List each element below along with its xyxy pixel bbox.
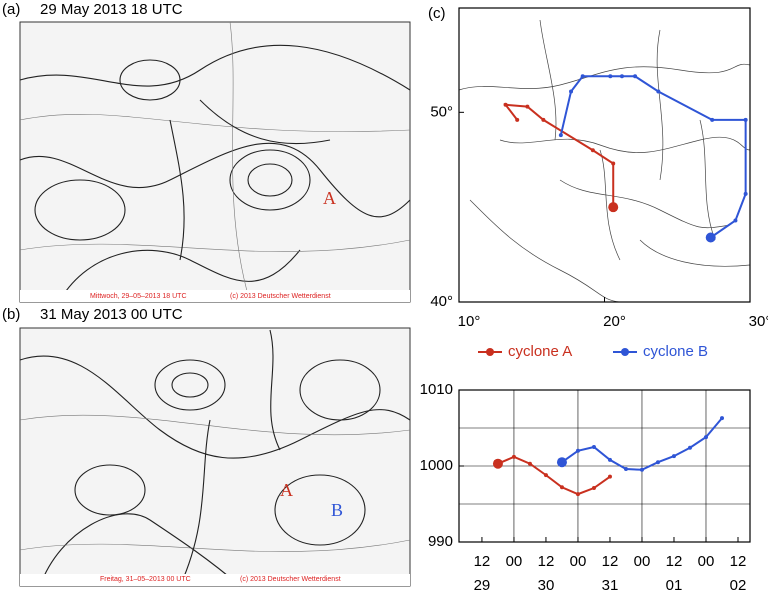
pressure-point [671, 454, 676, 459]
track-point [590, 148, 595, 153]
x-date-label: 30 [538, 577, 555, 594]
x-date-label: 02 [730, 577, 747, 594]
track-point [656, 89, 661, 94]
cyclone-marker: B [331, 500, 343, 520]
track-point [541, 117, 546, 122]
plot-frame [458, 7, 751, 303]
panel-label: (c) [428, 5, 446, 22]
map-caption: Freitag, 31–05–2013 00 UTC [100, 576, 191, 583]
x-tick-label: 10° [458, 313, 481, 330]
track-point [569, 89, 574, 94]
legend-label: cyclone B [643, 343, 708, 360]
x-tick-label: 20° [603, 313, 626, 330]
pressure-point [575, 448, 580, 453]
pressure-point [623, 467, 628, 472]
track-point [710, 117, 715, 122]
x-tick-label: 12 [538, 553, 555, 570]
x-date-label: 31 [602, 577, 619, 594]
x-tick-label: 00 [506, 553, 523, 570]
pressure-point [591, 445, 596, 449]
track-point [608, 202, 619, 213]
weather-map [19, 21, 411, 303]
y-tick-label: 990 [428, 533, 453, 550]
cyclone-marker: A [280, 480, 293, 500]
track-point [580, 74, 585, 79]
track-point [611, 161, 616, 166]
pressure-point [575, 492, 580, 497]
x-tick-label: 12 [602, 553, 619, 570]
panel-label: (b) [2, 306, 20, 323]
x-date-label: 29 [474, 577, 491, 594]
pressure-point [511, 454, 516, 459]
track-line [503, 103, 615, 208]
map-credit: (c) 2013 Deutscher Wetterdienst [230, 293, 331, 300]
legend-label: cyclone A [508, 343, 572, 360]
pressure-point [703, 435, 708, 440]
map-credit: (c) 2013 Deutscher Wetterdienst [240, 576, 341, 583]
pressure-point [719, 416, 724, 421]
legend-swatch [486, 348, 494, 356]
track-point [525, 104, 530, 109]
x-tick-label: 12 [730, 553, 747, 570]
legend-swatch [621, 348, 629, 356]
y-tick-label: 1010 [420, 381, 453, 398]
pressure-point [655, 460, 660, 465]
track-line [559, 75, 747, 239]
pressure-point [687, 445, 692, 450]
track-point [619, 74, 624, 79]
track-point [515, 117, 520, 122]
y-tick-label: 1000 [420, 457, 453, 474]
track-point [743, 117, 748, 122]
pressure-point [591, 486, 596, 491]
pressure-point [527, 461, 532, 466]
track-point [558, 133, 563, 138]
pressure-point [559, 485, 564, 490]
weather-map [19, 327, 411, 587]
pressure-point [607, 457, 612, 462]
map-caption: Mittwoch, 29–05–2013 18 UTC [90, 293, 187, 300]
track-point [503, 102, 508, 107]
country-borders [458, 19, 751, 303]
x-tick-label: 12 [666, 553, 683, 570]
x-date-label: 01 [666, 577, 683, 594]
y-tick-label: 40° [430, 293, 453, 310]
x-tick-label: 00 [634, 553, 651, 570]
y-tick-label: 50° [430, 103, 453, 120]
track-point [608, 74, 613, 79]
panel-title: 29 May 2013 18 UTC [40, 1, 183, 18]
pressure-point [492, 458, 503, 469]
track-point [633, 74, 638, 79]
x-tick-label: 30° [749, 313, 768, 330]
x-tick-label: 12 [474, 553, 491, 570]
track-point [743, 191, 748, 196]
pressure-line [497, 455, 611, 496]
x-tick-label: 00 [570, 553, 587, 570]
cyclone-marker: A [323, 188, 336, 208]
track-point [733, 218, 738, 223]
track-point [705, 232, 716, 243]
panel-label: (a) [2, 1, 20, 18]
x-tick-label: 00 [698, 553, 715, 570]
pressure-point [607, 474, 612, 479]
pressure-point [639, 467, 644, 472]
pressure-point [556, 457, 567, 468]
pressure-point [543, 473, 548, 478]
panel-title: 31 May 2013 00 UTC [40, 306, 183, 323]
